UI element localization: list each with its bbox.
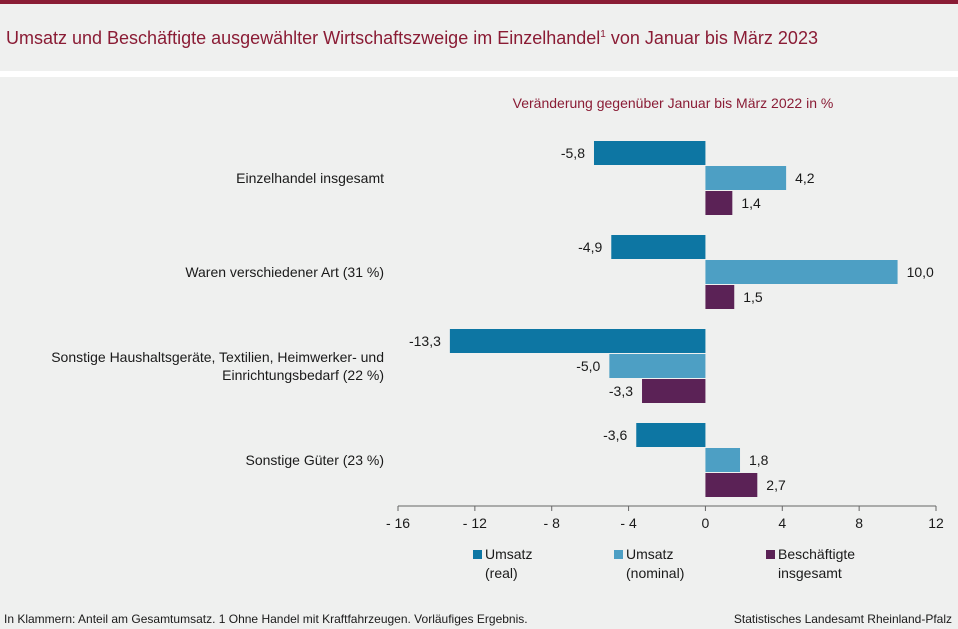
title-tail: von Januar bis März 2023 [605,28,818,48]
data-label: 1,4 [741,195,761,211]
data-label: -5,8 [561,145,585,161]
footnote: In Klammern: Anteil am Gesamtumsatz. 1 O… [4,612,528,626]
bar-umsatz-real [636,423,706,447]
title-main: Umsatz und Beschäftigte ausgewählter Wir… [6,28,601,48]
category-label: Waren verschiedener Art (31 %) [185,264,384,280]
data-label: 4,2 [795,170,815,186]
title-separator [0,71,958,77]
page-title: Umsatz und Beschäftigte ausgewählter Wir… [6,28,818,49]
bar-umsatz-nominal [705,260,898,284]
category-label: Sonstige Güter (23 %) [245,452,384,468]
x-tick-label: 8 [855,515,863,531]
category-label: Einzelhandel insgesamt [236,170,384,186]
legend-label: Umsatz [485,546,532,562]
x-tick-label: 4 [778,515,786,531]
chart-subtitle: Veränderung gegenüber Januar bis März 20… [513,95,834,111]
legend-label: Umsatz [626,546,673,562]
x-tick-label: 12 [928,515,944,531]
bar-umsatz-nominal [705,166,787,190]
data-label: -3,6 [603,427,627,443]
legend-swatch [614,550,623,559]
bar-umsatz-nominal [609,354,706,378]
source-credit: Statistisches Landesamt Rheinland-Pfalz [733,612,952,626]
bar-chart: Veränderung gegenüber Januar bis März 20… [51,95,944,581]
data-label: 2,7 [766,477,786,493]
bar-umsatz-real [593,141,706,165]
title-footnote-mark: 1 [600,29,606,40]
data-label: -5,0 [576,358,600,374]
legend-label: (real) [485,565,518,581]
data-label: 1,8 [749,452,769,468]
data-label: -4,9 [578,239,602,255]
bar-umsatz-nominal [705,448,741,472]
data-label: 1,5 [743,289,763,305]
category-label: Einrichtungsbedarf (22 %) [222,367,384,383]
bar-beschaeftigte [705,473,758,497]
legend-swatch [473,550,482,559]
legend-label: Beschäftigte [778,546,855,562]
bar-beschaeftigte [642,379,706,403]
x-tick-label: - 16 [386,515,410,531]
bar-umsatz-real [611,235,706,259]
legend-swatch [766,550,775,559]
legend-label: (nominal) [626,565,684,581]
x-tick-label: - 8 [544,515,561,531]
x-tick-label: - 12 [463,515,487,531]
data-label: -3,3 [609,383,633,399]
legend-label: insgesamt [778,565,842,581]
x-tick-label: - 4 [620,515,637,531]
bar-beschaeftigte [705,191,733,215]
data-label: 10,0 [907,264,934,280]
data-label: -13,3 [409,333,441,349]
bar-umsatz-real [449,329,706,353]
top-rule [0,0,958,4]
x-tick-label: 0 [702,515,710,531]
bar-beschaeftigte [705,285,735,309]
category-label: Sonstige Haushaltsgeräte, Textilien, Hei… [51,349,384,365]
